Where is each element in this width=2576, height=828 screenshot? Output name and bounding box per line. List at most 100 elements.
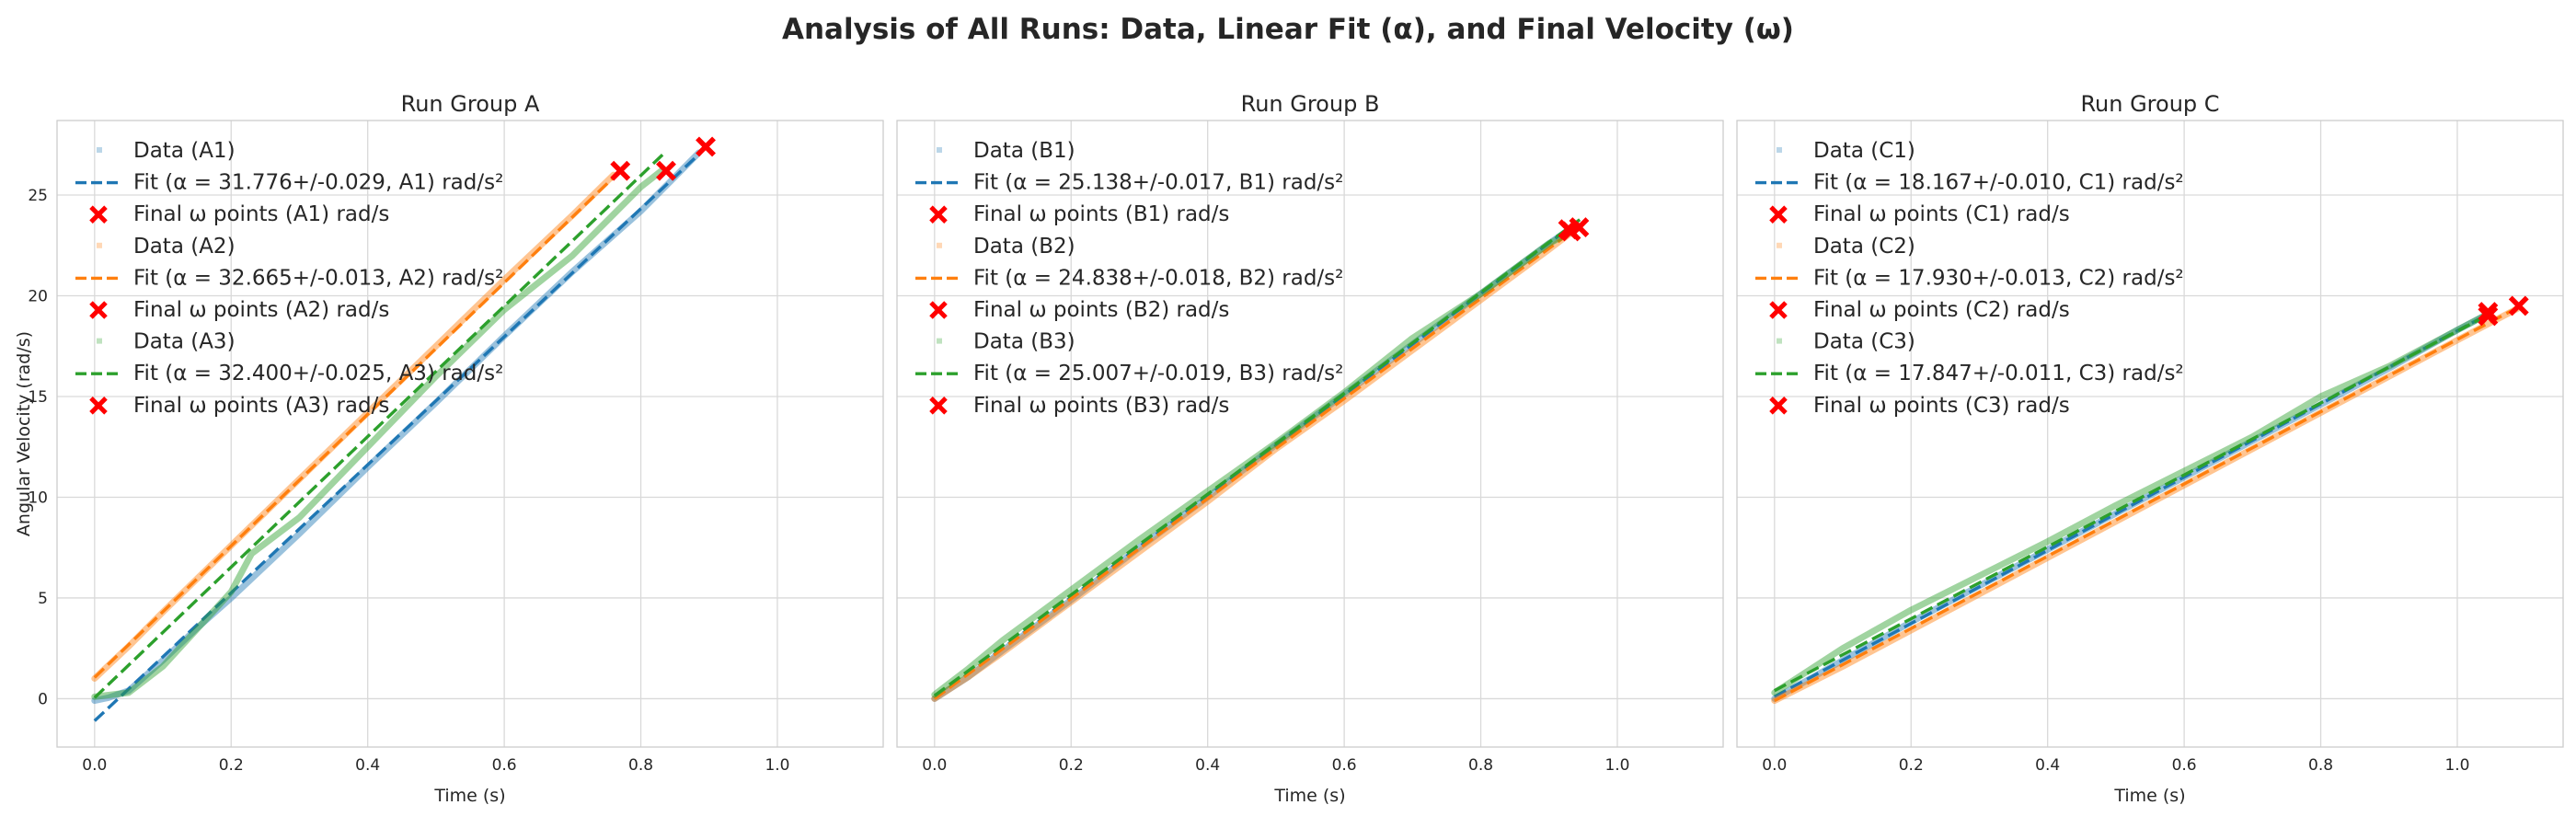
- legend-fit-label: Fit (α = 24.838+/-0.018, B2) rad/s²: [973, 266, 1343, 290]
- y-tick-label: 25: [28, 187, 48, 205]
- legend-data-label: Data (C3): [1813, 330, 1915, 354]
- legend-data-swatch: [937, 147, 942, 153]
- plot-area-frame: [896, 120, 1724, 748]
- chart-title: Run Group A: [401, 91, 540, 117]
- data-series-a1: [91, 149, 703, 705]
- chart-panel-2: 0.0 0.2 0.4 0.6 0.8 1.0 Run Group B Time (s) Dat…: [896, 91, 1724, 806]
- final-omega-marker-c2: [2508, 295, 2529, 316]
- legend-data-label: Data (A2): [133, 235, 236, 259]
- plot-series-area: [91, 149, 703, 722]
- legend-final-label: Final ω points (C3) rad/s: [1813, 394, 2070, 418]
- legend-data-label: Data (C1): [1813, 139, 1915, 163]
- legend-fit-label: Fit (α = 32.665+/-0.013, A2) rad/s²: [133, 266, 503, 290]
- legend-fit-label: Fit (α = 17.847+/-0.011, C3) rad/s²: [1813, 362, 2184, 385]
- x-axis-label: Time (s): [433, 786, 505, 806]
- chart-title: Run Group C: [2080, 91, 2219, 117]
- x-tick-label: 0.4: [2035, 756, 2060, 775]
- data-series-a3: [91, 167, 665, 700]
- y-tick-label: 20: [28, 288, 48, 306]
- legend-final-marker: [929, 205, 948, 224]
- x-tick-label: 0.8: [628, 756, 653, 775]
- legend-final-label: Final ω points (B3) rad/s: [973, 394, 1229, 418]
- legend-data-label: Data (A1): [133, 139, 236, 163]
- x-tick-label: 1.0: [765, 756, 789, 775]
- legend-data-swatch: [1777, 242, 1782, 248]
- legend-data-swatch: [1777, 147, 1782, 153]
- legend-data-label: Data (C2): [1813, 235, 1915, 259]
- legend-final-label: Final ω points (B1) rad/s: [973, 202, 1229, 226]
- x-tick-label: 1.0: [1604, 756, 1629, 775]
- legend-final-marker: [1769, 397, 1788, 415]
- figure-title: Analysis of All Runs: Data, Linear Fit (…: [782, 13, 1794, 46]
- x-tick-label: 0.2: [1059, 756, 1084, 775]
- legend-data-swatch: [97, 338, 102, 344]
- legend-final-marker: [929, 301, 948, 319]
- fit-line-c3: [1774, 313, 2490, 693]
- legend-data-label: Data (B3): [973, 330, 1075, 354]
- plot-series-area: [931, 218, 1583, 702]
- legend-final-label: Final ω points (C1) rad/s: [1813, 202, 2070, 226]
- y-tick-label: 10: [28, 489, 48, 507]
- legend-final-marker: [89, 301, 108, 319]
- x-tick-label: 0.6: [492, 756, 517, 775]
- legend-final-marker: [89, 397, 108, 415]
- legend-data-label: Data (B1): [973, 139, 1075, 163]
- x-tick-label: 0.4: [355, 756, 380, 775]
- legend-data-swatch: [937, 338, 942, 344]
- y-tick-label: 15: [28, 388, 48, 407]
- legend-final-label: Final ω points (A3) rad/s: [133, 394, 389, 418]
- legend-fit-label: Fit (α = 18.167+/-0.010, C1) rad/s²: [1813, 171, 2184, 195]
- legend-final-label: Final ω points (C2) rad/s: [1813, 298, 2070, 322]
- plot-area-frame: [56, 120, 884, 748]
- x-tick-label: 0.2: [1899, 756, 1924, 775]
- legend-final-marker: [1769, 205, 1788, 224]
- legend-data-label: Data (A3): [133, 330, 236, 354]
- legend-data-label: Data (B2): [973, 235, 1075, 259]
- legend-fit-label: Fit (α = 32.400+/-0.025, A3) rad/s²: [133, 362, 503, 385]
- legend-data-swatch: [1777, 338, 1782, 344]
- x-tick-label: 0.0: [922, 756, 947, 775]
- x-axis-label: Time (s): [1273, 786, 1345, 806]
- legend-final-label: Final ω points (A1) rad/s: [133, 202, 389, 226]
- chart-panel-3: 0.0 0.2 0.4 0.6 0.8 1.0 Run Group C Time (s) Dat…: [1736, 91, 2564, 806]
- final-omega-marker-c1: [2478, 302, 2499, 322]
- x-tick-label: 0.8: [2308, 756, 2333, 775]
- final-omega-marker-b3: [1569, 217, 1590, 237]
- legend-data-swatch: [97, 147, 102, 153]
- plot-area-frame: [1736, 120, 2564, 748]
- final-omega-marker-c3: [2478, 305, 2499, 327]
- x-tick-label: 0.8: [1468, 756, 1493, 775]
- legend-final-label: Final ω points (B2) rad/s: [973, 298, 1229, 322]
- fit-line-a1: [93, 153, 700, 722]
- legend-final-label: Final ω points (A2) rad/s: [133, 298, 389, 322]
- legend-data-swatch: [97, 242, 102, 248]
- legend-fit-label: Fit (α = 31.776+/-0.029, A1) rad/s²: [133, 171, 503, 195]
- fit-line-a2: [93, 173, 618, 679]
- fit-line-b3: [933, 218, 1581, 697]
- y-tick-label: 0: [38, 690, 48, 708]
- legend-final-marker: [1769, 301, 1788, 319]
- final-omega-marker-a3: [656, 160, 676, 181]
- y-axis-label: Angular Velocity (rad/s): [14, 331, 34, 536]
- x-tick-label: 0.0: [82, 756, 107, 775]
- y-tick-label: 5: [38, 590, 48, 608]
- final-omega-marker-a2: [610, 160, 631, 181]
- legend-fit-label: Fit (α = 25.138+/-0.017, B1) rad/s²: [973, 171, 1343, 195]
- legend-fit-label: Fit (α = 25.007+/-0.019, B3) rad/s²: [973, 362, 1343, 385]
- legend-fit-label: Fit (α = 17.930+/-0.013, C2) rad/s²: [1813, 266, 2184, 290]
- legend-final-marker: [89, 205, 108, 224]
- x-axis-label: Time (s): [2113, 786, 2185, 806]
- x-tick-label: 0.6: [2172, 756, 2197, 775]
- legend-final-marker: [929, 397, 948, 415]
- fit-line-b2: [933, 229, 1574, 700]
- final-omega-marker-a1: [696, 136, 716, 157]
- legend-data-swatch: [937, 242, 942, 248]
- fit-line-c2: [1774, 305, 2520, 703]
- x-tick-label: 0.6: [1332, 756, 1357, 775]
- x-tick-label: 1.0: [2444, 756, 2469, 775]
- plot-series-area: [1771, 305, 2523, 705]
- chart-title: Run Group B: [1241, 91, 1380, 117]
- x-tick-label: 0.2: [219, 756, 244, 775]
